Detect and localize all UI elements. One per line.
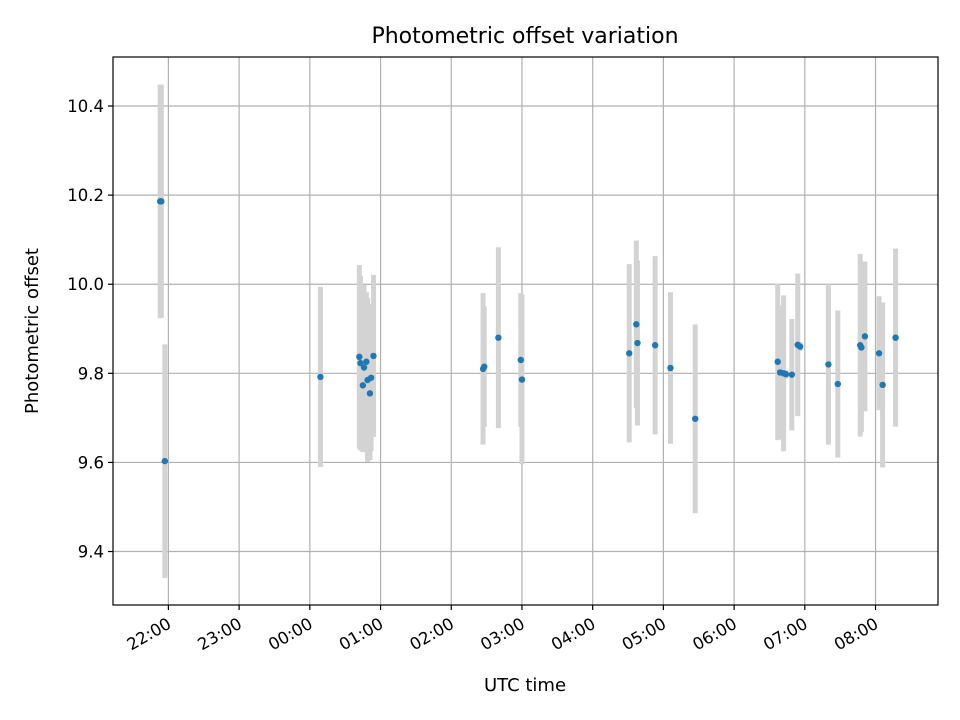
data-point [633, 321, 640, 328]
data-point [626, 350, 633, 357]
y-tick-label: 9.8 [78, 364, 104, 383]
data-point [834, 380, 842, 388]
data-point [782, 371, 790, 378]
grid-lines [113, 57, 938, 605]
data-point [634, 339, 641, 347]
data-point [363, 358, 370, 365]
data-point [481, 363, 488, 370]
data-point [892, 334, 899, 341]
data-point [161, 457, 169, 465]
data-point [366, 390, 374, 397]
data-point [359, 382, 367, 389]
data-point [667, 364, 674, 372]
plot-area [113, 57, 938, 605]
data-point [692, 415, 699, 422]
data-point [651, 342, 659, 349]
data-points [156, 198, 899, 465]
plot-frame [112, 56, 939, 606]
data-point [825, 361, 832, 368]
y-axis-ticks: 9.4 9.6 9.8 10.0 10.2 10.4 [67, 97, 113, 562]
data-point [356, 353, 363, 361]
x-axis-label: UTC time [484, 675, 566, 696]
data-point [317, 373, 324, 381]
data-point [796, 343, 804, 350]
data-point [774, 358, 781, 365]
data-point [788, 371, 796, 378]
data-point [367, 374, 375, 381]
y-tick-label: 10.2 [67, 186, 104, 205]
data-point [879, 381, 886, 389]
data-point [370, 352, 377, 360]
data-point [861, 333, 869, 340]
y-axis-label: Photometric offset [22, 248, 43, 414]
y-tick-label: 10.4 [67, 97, 104, 116]
data-point [858, 344, 865, 351]
y-tick-label: 9.4 [78, 543, 104, 562]
data-point [518, 376, 526, 383]
chart-title: Photometric offset variation [371, 24, 678, 49]
y-tick-label: 9.6 [78, 453, 104, 472]
data-point [357, 359, 364, 367]
y-tick-label: 10.0 [67, 275, 104, 294]
data-point [495, 334, 502, 341]
data-point [517, 356, 524, 364]
data-point [158, 198, 165, 205]
data-point [360, 364, 368, 371]
data-point [875, 350, 883, 357]
